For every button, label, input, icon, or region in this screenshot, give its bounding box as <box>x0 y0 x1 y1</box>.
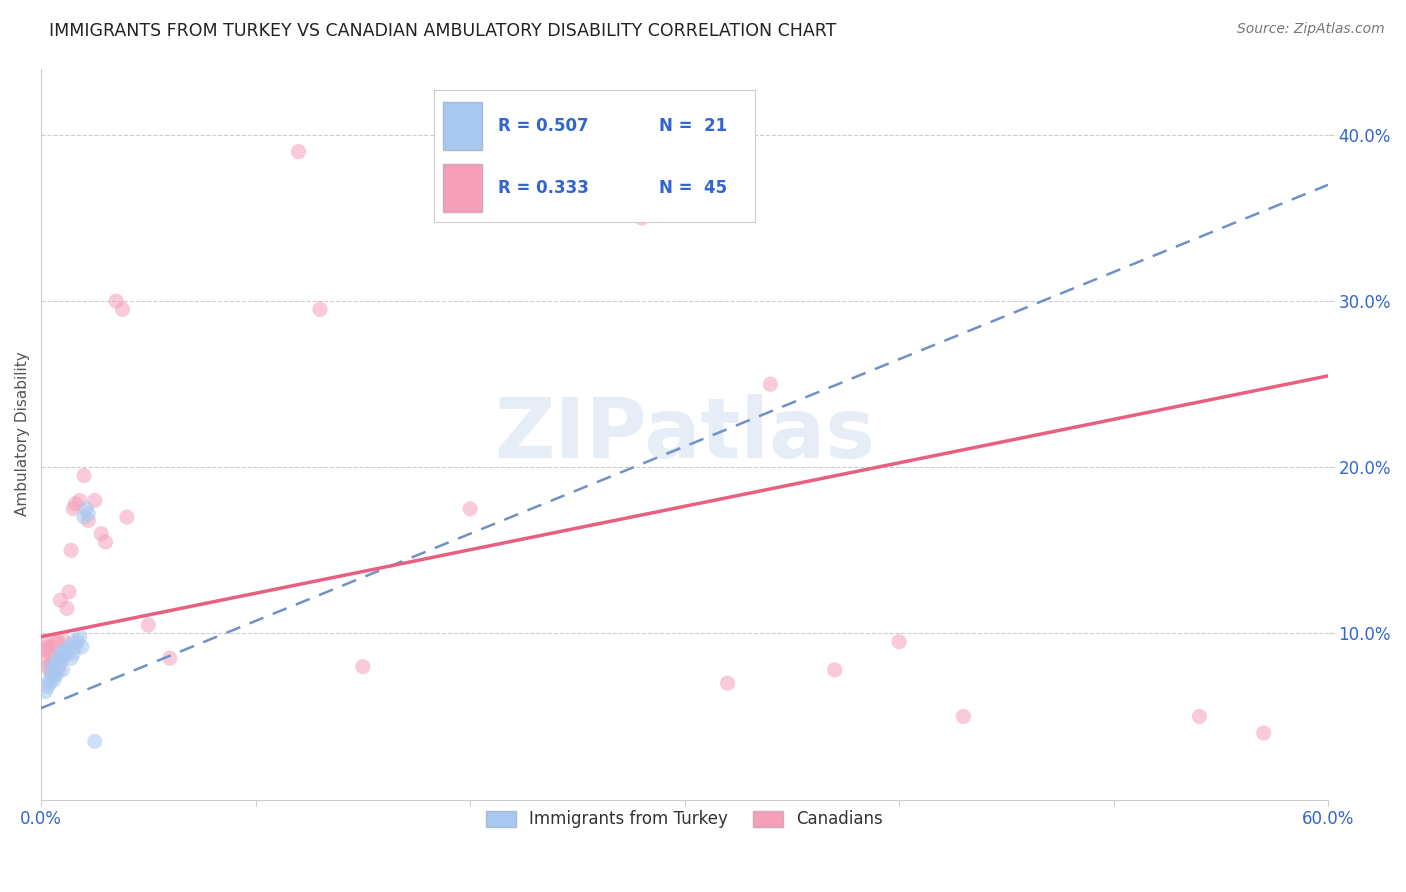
Point <box>111 302 134 317</box>
Point <box>56 601 79 615</box>
Point <box>77 513 100 527</box>
Point <box>38 646 60 660</box>
Point <box>49 593 72 607</box>
Point <box>41 657 63 671</box>
Point <box>94 535 117 549</box>
Legend: Immigrants from Turkey, Canadians: Immigrants from Turkey, Canadians <box>479 804 890 835</box>
Point <box>34 643 56 657</box>
Point <box>49 646 72 660</box>
Point <box>58 640 80 654</box>
Y-axis label: Ambulatory Disability: Ambulatory Disability <box>15 351 30 516</box>
Point <box>83 493 105 508</box>
Point <box>759 377 782 392</box>
Point <box>66 634 89 648</box>
Point <box>46 651 69 665</box>
Point <box>887 634 910 648</box>
Point <box>309 302 332 317</box>
Point <box>70 640 93 654</box>
Point <box>287 145 309 159</box>
Point <box>42 663 65 677</box>
Point <box>34 684 56 698</box>
Point <box>138 618 160 632</box>
Point <box>62 501 84 516</box>
Point <box>49 655 72 669</box>
Point <box>41 640 63 654</box>
Point <box>952 709 974 723</box>
Point <box>73 468 96 483</box>
Point <box>62 634 84 648</box>
Point <box>75 501 97 516</box>
Point <box>53 634 76 648</box>
Point <box>58 585 80 599</box>
Point <box>51 649 73 664</box>
Point <box>53 643 76 657</box>
Point <box>69 630 91 644</box>
Point <box>38 673 60 687</box>
Point <box>60 651 83 665</box>
Point <box>42 651 65 665</box>
Point <box>34 634 56 648</box>
Point <box>46 663 69 677</box>
Point <box>46 659 69 673</box>
Point <box>42 668 65 682</box>
Point <box>1188 709 1211 723</box>
Point <box>1253 726 1275 740</box>
Text: ZIPatlas: ZIPatlas <box>494 393 875 475</box>
Point <box>83 734 105 748</box>
Point <box>41 668 63 682</box>
Point <box>73 510 96 524</box>
Point <box>37 640 59 654</box>
Point <box>159 651 181 665</box>
Point <box>824 663 846 677</box>
Point <box>458 501 481 516</box>
Point <box>38 676 60 690</box>
Point <box>352 659 374 673</box>
Point <box>77 507 100 521</box>
Text: IMMIGRANTS FROM TURKEY VS CANADIAN AMBULATORY DISABILITY CORRELATION CHART: IMMIGRANTS FROM TURKEY VS CANADIAN AMBUL… <box>49 22 837 40</box>
Point <box>41 659 63 673</box>
Point <box>630 211 652 225</box>
Point <box>62 646 84 660</box>
Point <box>45 657 67 671</box>
Point <box>51 663 73 677</box>
Point <box>65 497 87 511</box>
Point <box>716 676 738 690</box>
Point <box>90 526 112 541</box>
Point <box>32 651 55 665</box>
Point <box>45 668 67 682</box>
Point <box>37 680 59 694</box>
Point <box>69 493 91 508</box>
Point <box>46 634 69 648</box>
Point <box>45 634 67 648</box>
Point <box>42 673 65 687</box>
Point <box>65 640 87 654</box>
Text: Source: ZipAtlas.com: Source: ZipAtlas.com <box>1237 22 1385 37</box>
Point <box>105 294 128 309</box>
Point <box>38 663 60 677</box>
Point <box>60 543 83 558</box>
Point <box>37 659 59 673</box>
Point <box>115 510 138 524</box>
Point <box>56 646 79 660</box>
Point <box>51 651 73 665</box>
